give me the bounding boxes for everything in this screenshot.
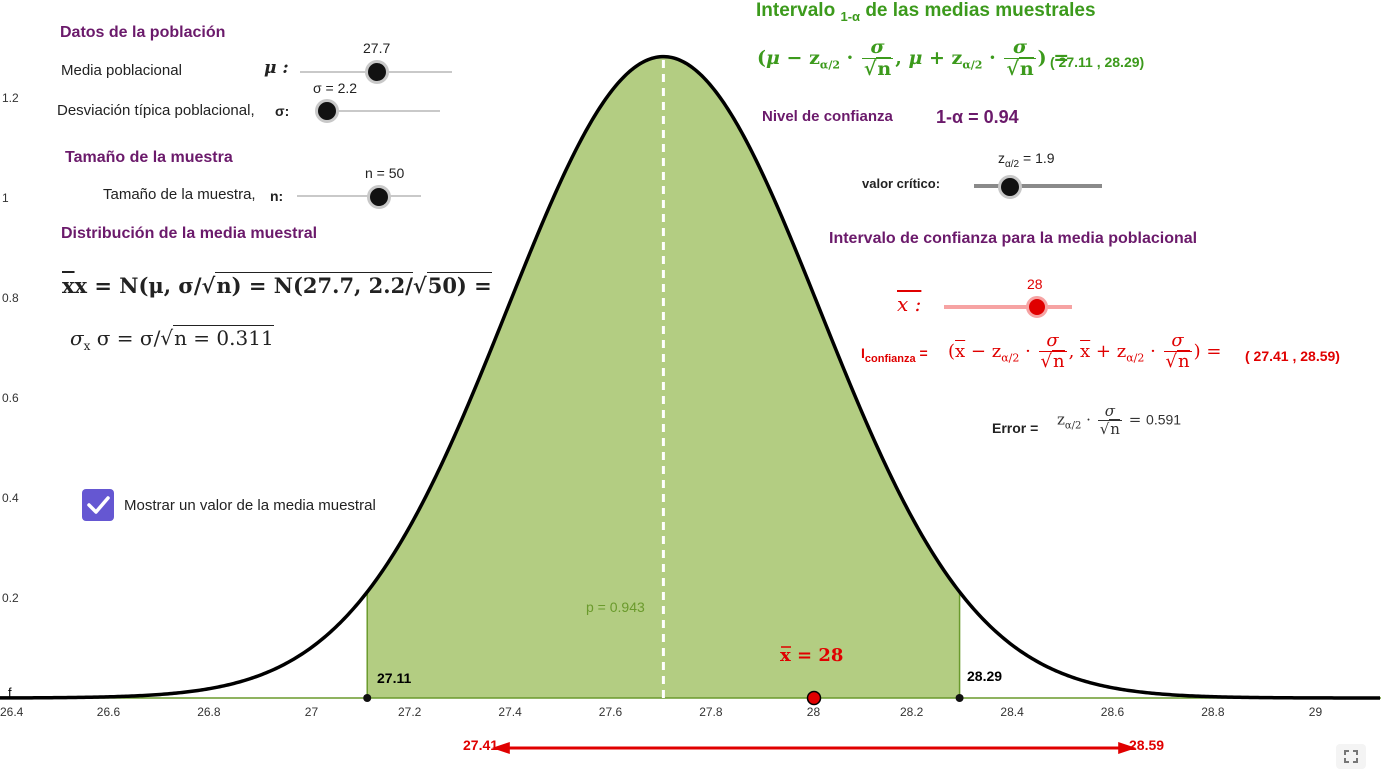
y-tick-label: 0.2 (2, 591, 19, 605)
n-slider-value: n = 50 (365, 165, 405, 181)
sd-slider-track[interactable] (316, 110, 440, 112)
density-curve (0, 54, 1380, 700)
interval-title: Intervalo 1-α de las medias muestrales (756, 0, 1096, 24)
distribution-formula: xx = N(μ, σ/√n) = N(27.7, 2.2/√50) = (62, 272, 492, 298)
confidence-value: 1-α = 0.94 (936, 107, 1019, 127)
function-label: f (8, 685, 12, 700)
x-tick-label: 28.6 (1101, 705, 1125, 719)
xbar-slider-value: 28 (1027, 276, 1043, 292)
xbar-slider-knob[interactable] (1026, 296, 1048, 318)
x-tick-label: 26.6 (97, 705, 121, 719)
n-label: Tamaño de la muestra, (103, 186, 256, 203)
x-tick-label: 28 (807, 705, 821, 719)
sd-symbol: σ: (275, 103, 290, 119)
sd-label: Desviación típica poblacional, (57, 102, 255, 119)
ci-i-label: Iconfianza = (861, 345, 928, 365)
sample-mean-point[interactable] (806, 690, 822, 706)
probability-label: p = 0.943 (586, 599, 645, 615)
critical-value-text: zα/2 = 1.9 (998, 150, 1055, 170)
error-label: Error = (992, 420, 1039, 436)
distribution-heading: Distribución de la media muestral (61, 225, 318, 242)
fullscreen-icon[interactable] (1336, 744, 1366, 769)
y-tick-label: 1.2 (2, 91, 19, 105)
left-bound-point (363, 694, 372, 702)
check-icon (87, 496, 110, 514)
interval-formula: (μ − zα/2 · σ √n, μ + zα/2 · σ √n) = (757, 36, 1070, 80)
x-tick-label: 27.4 (498, 705, 522, 719)
mean-slider-knob[interactable] (365, 60, 389, 84)
mean-slider-value: 27.7 (363, 40, 391, 56)
y-tick-label: 0.8 (2, 291, 19, 305)
mean-symbol: μ : (264, 58, 289, 78)
x-tick-label: 27.2 (398, 705, 422, 719)
n-symbol: n: (270, 188, 284, 204)
right-bound-label: 28.29 (967, 668, 1002, 684)
confidence-label: Nivel de confianza (762, 108, 893, 125)
y-tick-label: 0.4 (2, 491, 19, 505)
critical-label: valor crítico: (862, 176, 941, 191)
ci-formula: (x − zα/2 · σ √n, x + zα/2 · σ √n) = (948, 330, 1222, 372)
interval-result: ( 27.11 , 28.29) (1050, 54, 1145, 70)
sigma-xbar-formula: σx σ = σ/√n = 0.311 (70, 325, 274, 353)
y-tick-label: 1 (2, 191, 9, 205)
x-tick-label: 27 (305, 705, 319, 719)
checkbox-label: Mostrar un valor de la media muestral (124, 497, 376, 514)
right-bound-point (955, 694, 964, 702)
n-slider-knob[interactable] (367, 185, 391, 209)
sd-slider-value: σ = 2.2 (313, 80, 358, 96)
left-bound-label: 27.11 (377, 670, 411, 686)
ci-right-label: 28.59 (1129, 737, 1164, 753)
shaded-area (367, 56, 960, 699)
x-tick-label: 26.8 (197, 705, 221, 719)
sample-heading: Tamaño de la muestra (65, 149, 233, 166)
show-sample-mean-checkbox[interactable] (82, 489, 114, 521)
xbar-slider-track[interactable] (944, 305, 1072, 309)
y-tick-label: 0.6 (2, 391, 19, 405)
critical-slider-knob[interactable] (998, 175, 1022, 199)
sample-mean-marker-label: x = 28 (780, 645, 843, 666)
x-tick-label: 28.4 (1000, 705, 1024, 719)
xbar-symbol: x : (897, 292, 922, 316)
critical-slider-track[interactable] (974, 184, 1102, 188)
error-formula: zα/2 · σ √n = 0.591 (1057, 402, 1182, 438)
n-slider-track[interactable] (297, 195, 421, 197)
x-tick-label: 26.4 (0, 705, 24, 719)
x-tick-label: 28.8 (1201, 705, 1225, 719)
ci-result: ( 27.41 , 28.59) (1245, 348, 1340, 364)
ci-heading: Intervalo de confianza para la media pob… (829, 230, 1198, 247)
x-tick-label: 27.6 (599, 705, 623, 719)
population-heading: Datos de la población (60, 24, 226, 41)
mean-label: Media poblacional (61, 62, 182, 79)
sd-slider-knob[interactable] (315, 99, 339, 123)
ci-left-label: 27.41 (463, 737, 498, 753)
x-tick-label: 29 (1309, 705, 1323, 719)
ci-arrow (491, 742, 1137, 754)
x-tick-label: 27.8 (699, 705, 723, 719)
x-tick-label: 28.2 (900, 705, 924, 719)
